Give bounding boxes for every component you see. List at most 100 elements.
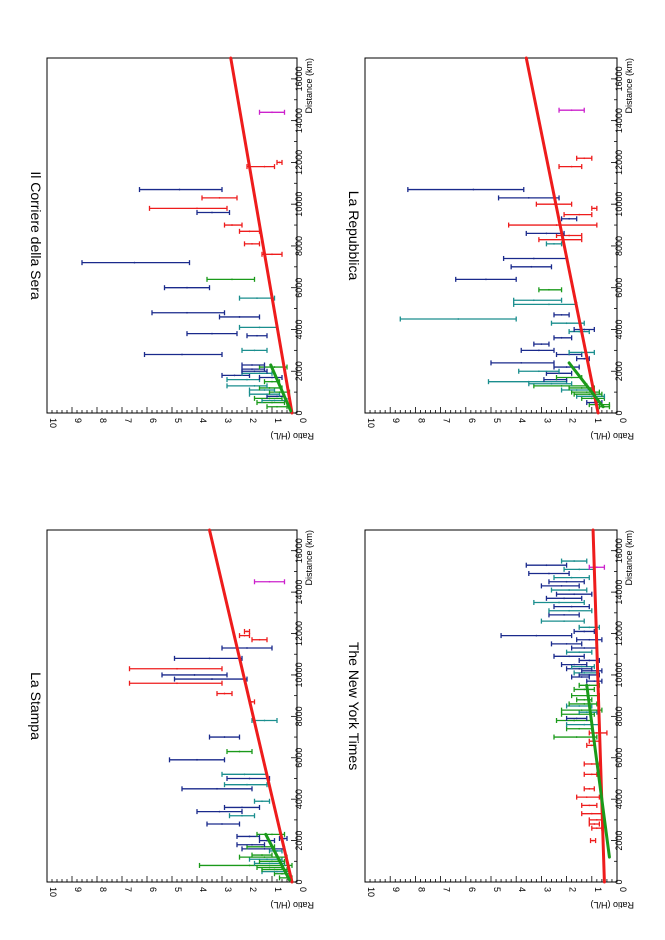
- error-bar-red: [276, 159, 283, 165]
- error-bar-red: [128, 680, 223, 686]
- data-point: [578, 705, 581, 707]
- data-point: [570, 605, 573, 608]
- fit-line-red: [208, 528, 294, 884]
- data-point: [583, 647, 586, 649]
- data-point: [575, 736, 578, 738]
- error-bar-magenta: [558, 107, 585, 113]
- error-bar-red: [583, 771, 598, 777]
- data-point: [527, 197, 530, 199]
- data-point: [276, 850, 278, 852]
- error-bar-red: [583, 786, 595, 792]
- data-point: [537, 349, 540, 352]
- ratio-tick-label: 7: [123, 887, 133, 892]
- ratio-tick-label: 8: [98, 418, 108, 423]
- error-bar-navy: [573, 628, 595, 634]
- error-bar-navy: [510, 264, 553, 270]
- y-axis-label: Ratio (H/L): [270, 900, 314, 910]
- data-point: [268, 866, 271, 869]
- error-bar-navy: [520, 347, 555, 353]
- data-point: [568, 234, 571, 237]
- error-bar-navy: [407, 187, 525, 193]
- data-point: [276, 405, 278, 408]
- error-bar-teal: [540, 618, 585, 624]
- data-point: [261, 800, 263, 803]
- data-point: [548, 288, 550, 291]
- data-point: [472, 188, 475, 191]
- error-bar-red: [581, 802, 598, 808]
- ratio-tick-label: 3: [223, 887, 233, 892]
- chart-panel-the-new-york-times: 0 1 2 3 4 5 6 7 8 9 10 0 2000 4000 6000 8000 10000 12000 1…: [346, 528, 634, 910]
- distance-tick-label: 0: [614, 879, 624, 884]
- x-axis-label: Distance (km): [304, 58, 314, 114]
- ratio-tick-label: 5: [492, 887, 502, 892]
- panel-title: Il Corriere della Sera: [28, 171, 44, 300]
- error-bar-red: [588, 821, 601, 827]
- data-point: [583, 698, 586, 701]
- fit-line-green: [585, 683, 611, 859]
- data-point: [263, 856, 266, 859]
- error-bar-navy: [138, 187, 223, 193]
- error-bar-green: [578, 682, 601, 688]
- data-point: [550, 382, 553, 385]
- error-bar-navy: [173, 655, 243, 661]
- data-point: [276, 870, 278, 873]
- data-point: [253, 370, 256, 373]
- ratio-tick-label: 10: [48, 418, 58, 428]
- ratio-tick-label: 6: [148, 887, 158, 892]
- error-bar-green: [568, 701, 598, 707]
- error-bar-navy: [525, 562, 568, 568]
- data-point: [248, 777, 251, 780]
- error-bar-teal: [399, 316, 517, 322]
- error-bar-navy: [186, 331, 238, 337]
- data-point: [266, 393, 268, 396]
- error-bar-teal: [513, 301, 578, 307]
- distance-tick-label: 4000: [294, 319, 304, 339]
- error-bar-red: [507, 222, 598, 228]
- data-point: [548, 572, 550, 575]
- error-bar-navy: [528, 570, 570, 576]
- error-bar-navy: [555, 591, 593, 597]
- chart-panel-la-repubblica: 0 1 2 3 4 5 6 7 8 9 10 0 2000 4000 6000 8000 10000 12000 1…: [346, 56, 634, 441]
- error-bar-navy: [221, 372, 251, 378]
- ratio-tick-label: 10: [48, 887, 58, 897]
- data-point: [588, 626, 591, 629]
- ratio-tick-label: 7: [442, 418, 452, 423]
- data-point: [263, 719, 266, 722]
- distance-tick-label: 10000: [294, 192, 304, 217]
- error-bar-teal: [228, 813, 256, 819]
- data-point: [580, 709, 583, 712]
- error-bar-green: [253, 395, 283, 401]
- data-point: [261, 845, 263, 848]
- ratio-tick-label: 3: [542, 887, 552, 892]
- data-point: [258, 326, 261, 329]
- data-point: [540, 343, 543, 345]
- data-point: [278, 391, 281, 394]
- data-point: [216, 787, 218, 790]
- distance-tick-label: 6000: [294, 748, 304, 768]
- data-point: [251, 843, 253, 846]
- error-bar-navy: [173, 676, 248, 682]
- data-point: [278, 161, 281, 164]
- ratio-tick-label: 4: [198, 887, 208, 892]
- data-point: [588, 787, 591, 790]
- distance-tick-label: 8000: [614, 236, 624, 256]
- data-point: [575, 389, 578, 391]
- error-bar-red: [591, 825, 603, 831]
- data-point: [573, 719, 576, 722]
- data-point: [133, 261, 136, 264]
- data-point: [563, 613, 565, 616]
- data-point: [578, 568, 581, 571]
- data-point: [570, 165, 573, 168]
- error-bar-magenta: [258, 109, 286, 115]
- data-point: [193, 674, 196, 676]
- error-bar-navy: [223, 804, 261, 810]
- data-point: [256, 334, 258, 337]
- data-point: [258, 372, 261, 375]
- error-bar-red: [251, 637, 268, 643]
- data-point: [575, 717, 578, 720]
- error-bar-teal: [223, 782, 268, 788]
- data-point: [261, 854, 263, 856]
- error-bar-navy: [502, 255, 568, 261]
- error-bar-navy: [161, 672, 228, 678]
- data-point: [555, 224, 558, 226]
